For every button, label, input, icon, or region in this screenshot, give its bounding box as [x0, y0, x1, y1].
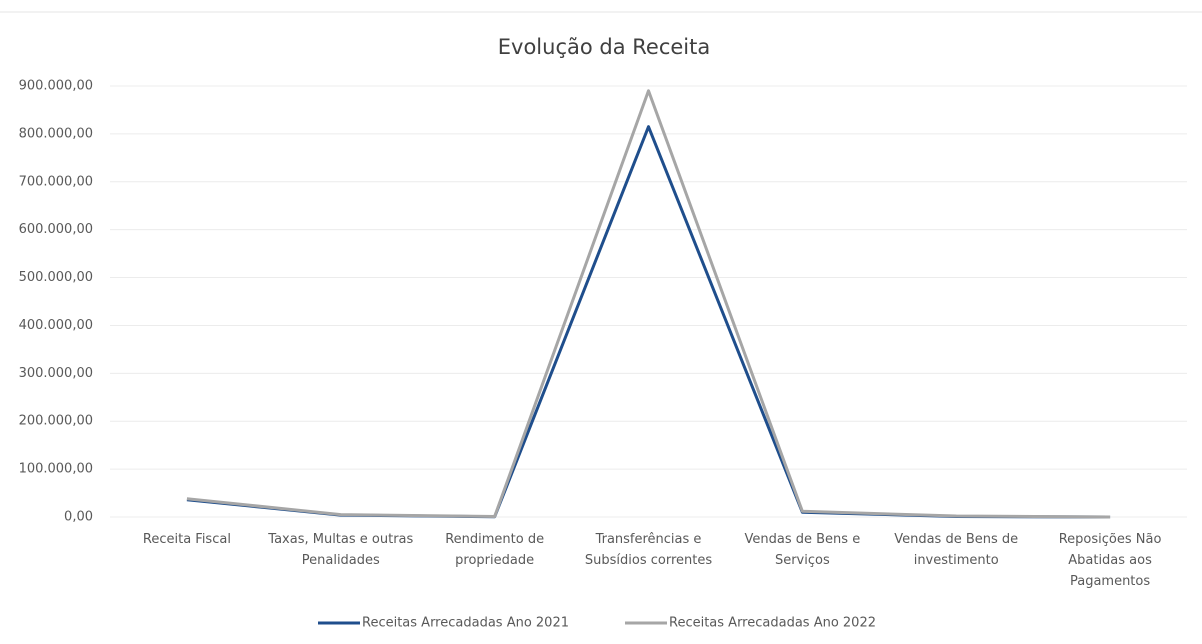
legend-label: Receitas Arrecadadas Ano 2022	[669, 616, 876, 631]
x-tick-label: Rendimento de propriedade	[445, 532, 545, 568]
series-line	[186, 89, 1111, 519]
legend-label: Receitas Arrecadadas Ano 2021	[362, 616, 569, 631]
y-tick-label: 800.000,00	[19, 126, 93, 141]
x-tick-label: Taxas, Multas e outras Penalidades	[268, 532, 414, 568]
y-tick-label: 400.000,00	[19, 318, 93, 333]
x-tick-label: Transferências e Subsídios correntes	[584, 532, 713, 568]
x-tick-label: Reposições Não Abatidas aos Pagamentos	[1058, 532, 1162, 589]
x-tick-label: Receita Fiscal	[142, 532, 231, 547]
y-tick-label: 700.000,00	[19, 174, 93, 189]
y-tick-label: 0,00	[64, 510, 93, 525]
y-tick-label: 200.000,00	[19, 414, 93, 429]
y-tick-label: 600.000,00	[19, 222, 93, 237]
y-tick-label: 500.000,00	[19, 270, 93, 285]
series-line	[186, 125, 1111, 519]
x-tick-label: Vendas de Bens e Serviços	[744, 532, 861, 568]
y-tick-label: 100.000,00	[19, 462, 93, 477]
y-tick-label: 300.000,00	[19, 366, 93, 381]
chart-title: Evolução da Receita	[498, 35, 710, 59]
y-tick-label: 900.000,00	[19, 79, 93, 94]
x-tick-label: Vendas de Bens de investimento	[894, 532, 1019, 568]
